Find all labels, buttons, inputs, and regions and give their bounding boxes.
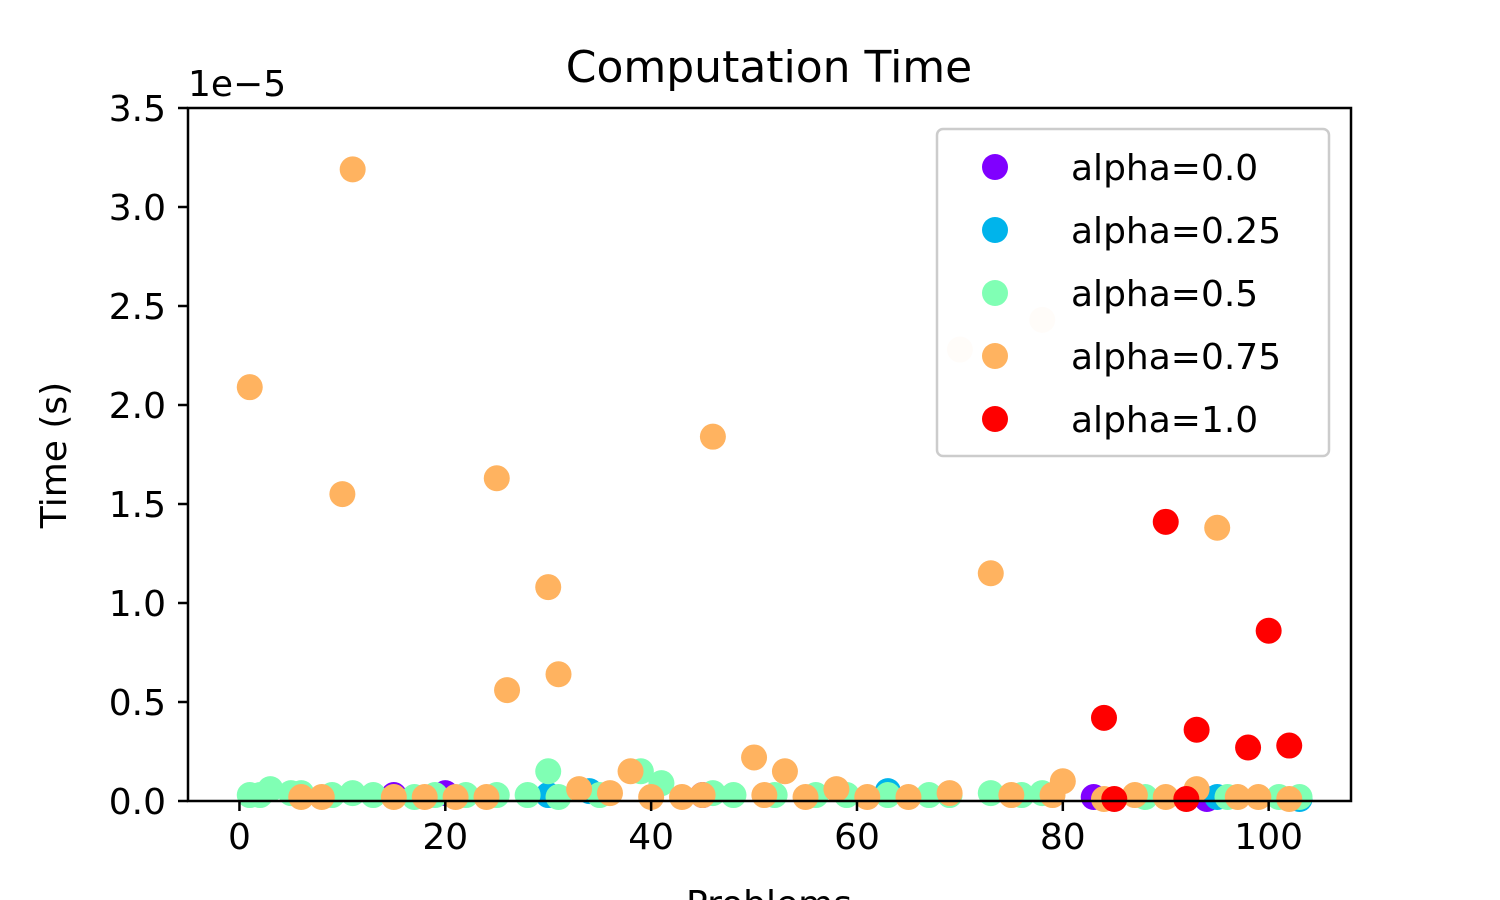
point-alpha-1-0-0 [1090, 704, 1117, 731]
x-tick-label-2: 40 [628, 817, 674, 858]
point-alpha-0-5-19 [720, 782, 747, 809]
point-alpha-0-75-13 [566, 776, 593, 803]
point-alpha-1-0-2 [1152, 508, 1179, 535]
x-axis-ticks: 0 20 40 60 80 100 [228, 801, 1303, 858]
y-tick-label-6: 3.0 [109, 188, 166, 229]
point-alpha-1-0-1 [1101, 786, 1128, 813]
point-alpha-0-75-10 [494, 677, 521, 704]
point-alpha-0-75-3 [329, 481, 356, 508]
point-alpha-0-75-25 [854, 784, 881, 811]
x-tick-label-1: 20 [422, 817, 468, 858]
point-alpha-0-75-17 [669, 784, 696, 811]
point-alpha-0-75-23 [792, 784, 819, 811]
point-alpha-1-0-5 [1235, 734, 1262, 761]
point-alpha-0-75-12 [545, 661, 572, 688]
legend-label-3: alpha=0.75 [1071, 337, 1281, 378]
legend-marker-3 [982, 343, 1008, 369]
y-axis-scale-label: 1e−5 [188, 64, 286, 105]
point-alpha-0-75-8 [473, 784, 500, 811]
point-alpha-0-5-26 [977, 780, 1004, 807]
legend-marker-4 [982, 406, 1008, 432]
legend-marker-2 [982, 280, 1008, 306]
point-alpha-0-75-38 [1245, 784, 1272, 811]
point-alpha-0-75-28 [977, 560, 1004, 587]
point-alpha-0-75-31 [1049, 768, 1076, 795]
point-alpha-0-75-29 [998, 782, 1025, 809]
point-alpha-0-75-37 [1224, 784, 1251, 811]
x-tick-label-5: 100 [1234, 817, 1303, 858]
y-tick-label-5: 2.5 [109, 287, 166, 328]
point-alpha-0-75-14 [596, 780, 623, 807]
point-alpha-1-0-4 [1183, 716, 1210, 743]
point-alpha-0-75-19 [699, 423, 726, 450]
y-tick-label-2: 1.0 [109, 584, 166, 625]
point-alpha-0-75-22 [771, 758, 798, 785]
point-alpha-0-75-36 [1204, 514, 1231, 541]
plot-area-frame [186, 106, 1353, 803]
x-tick-label-4: 80 [1040, 817, 1086, 858]
point-alpha-0-75-2 [308, 784, 335, 811]
y-tick-label-1: 0.5 [109, 683, 166, 724]
y-tick-label-3: 1.5 [109, 485, 166, 526]
point-alpha-1-0-3 [1173, 786, 1200, 813]
legend-marker-1 [982, 217, 1008, 243]
point-alpha-0-75-21 [751, 782, 778, 809]
point-alpha-0-75-24 [823, 776, 850, 803]
point-alpha-0-5-6 [339, 780, 366, 807]
y-tick-label-4: 2.0 [109, 386, 166, 427]
point-alpha-0-75-34 [1152, 784, 1179, 811]
legend-label-4: alpha=1.0 [1071, 400, 1258, 441]
y-axis-ticks: 0.0 0.5 1.0 1.5 2.0 2.5 3.0 3.5 [109, 89, 188, 823]
point-alpha-0-5-12 [514, 782, 541, 809]
point-alpha-0-75-0 [236, 374, 263, 401]
point-alpha-0-75-27 [936, 780, 963, 807]
point-alpha-0-75-16 [638, 784, 665, 811]
chart-title: Computation Time [566, 42, 972, 93]
point-alpha-0-5-2 [257, 776, 284, 803]
point-alpha-0-75-1 [288, 784, 315, 811]
y-tick-label-7: 3.5 [109, 89, 166, 130]
point-alpha-0-75-18 [689, 782, 716, 809]
point-alpha-0-75-20 [741, 744, 768, 771]
legend-marker-0 [982, 154, 1008, 180]
point-alpha-0-75-5 [380, 784, 407, 811]
x-axis-label: Problems [686, 884, 852, 900]
point-alpha-0-5-13 [535, 758, 562, 785]
point-alpha-0-75-39 [1276, 786, 1303, 813]
point-alpha-1-0-6 [1255, 617, 1282, 644]
legend-label-2: alpha=0.5 [1071, 274, 1258, 315]
y-axis-label: Time (s) [34, 382, 75, 529]
point-alpha-0-75-26 [895, 784, 922, 811]
point-alpha-0-75-6 [411, 784, 438, 811]
y-tick-label-0: 0.0 [109, 782, 166, 823]
point-alpha-0-75-4 [339, 156, 366, 183]
x-tick-label-3: 60 [834, 817, 880, 858]
legend: alpha=0.0 alpha=0.25 alpha=0.5 alpha=0.75 al… [935, 127, 1331, 458]
point-alpha-0-75-15 [617, 758, 644, 785]
point-alpha-0-5-14 [545, 784, 572, 811]
point-alpha-0-75-11 [535, 574, 562, 601]
point-alpha-0-75-9 [483, 465, 510, 492]
point-alpha-0-75-7 [442, 784, 469, 811]
point-alpha-1-0-7 [1276, 732, 1303, 759]
legend-label-0: alpha=0.0 [1071, 148, 1258, 189]
x-tick-label-0: 0 [228, 817, 251, 858]
legend-frame [935, 127, 1331, 458]
legend-label-1: alpha=0.25 [1071, 211, 1281, 252]
